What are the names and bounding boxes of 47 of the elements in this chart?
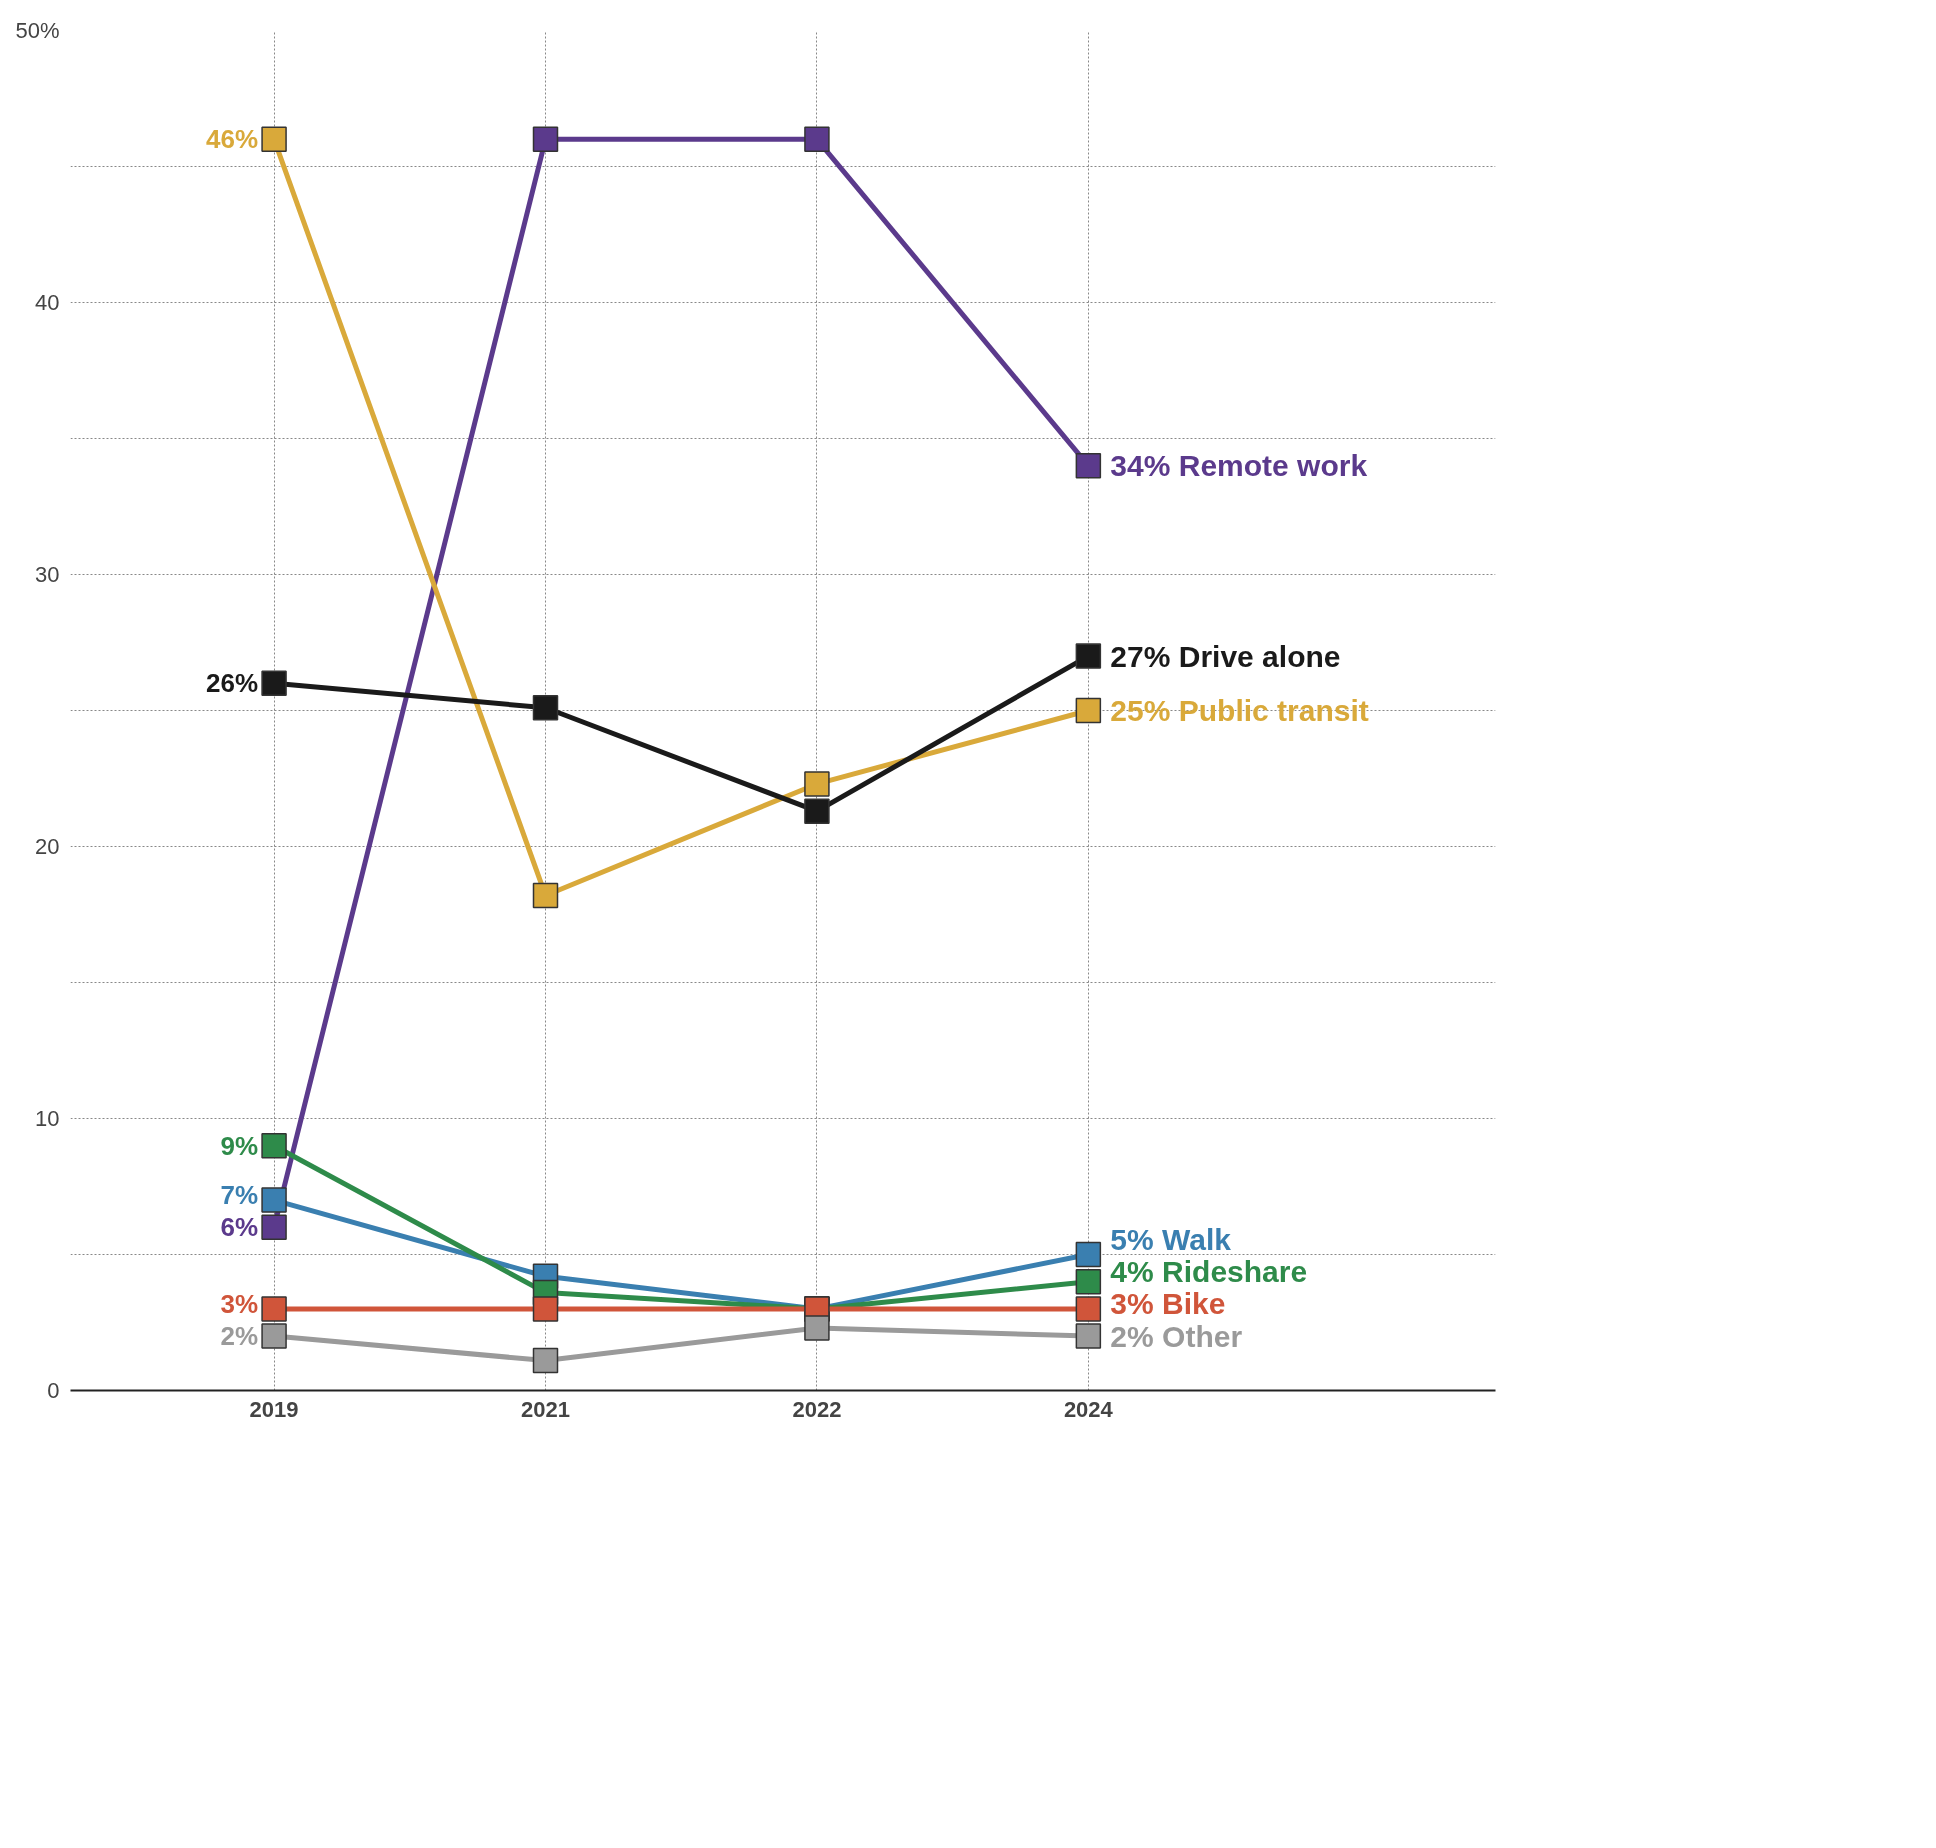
data-label: 26% [206,668,259,699]
text: 34% Remote work [1110,449,1368,483]
y-tick-label: 0 [47,1378,60,1403]
point [1075,1323,1102,1349]
y-tick-label: 10 [35,1106,60,1131]
point [261,1132,287,1159]
point [1075,1241,1102,1268]
x-tick-label: 2021 [521,1396,570,1422]
x-tick-label: 2022 [792,1396,842,1422]
point [804,798,830,824]
y-tick-label: 30 [35,562,60,587]
x-tick-label: 2019 [249,1396,299,1422]
point [261,126,287,153]
data-label: 2% [220,1321,259,1352]
point [532,1296,559,1322]
point [1075,452,1102,479]
data-label: 46% [206,124,259,155]
point [804,1315,830,1341]
point [1075,643,1102,669]
point [532,1347,559,1374]
data-label: 9% [220,1130,259,1161]
text: 27% Drive alone [1110,639,1341,673]
point [804,126,830,153]
point [261,1187,287,1213]
point [532,695,559,721]
point [804,771,830,797]
y-tick-label: 20 [35,834,60,859]
data-label: 3% [220,1288,259,1319]
text: 5% Walk [1110,1222,1231,1256]
y-tick-label: 50% [15,18,60,43]
point [261,1323,287,1349]
point [261,670,287,697]
point [1075,697,1102,724]
text: 3% Bike [1110,1287,1226,1321]
data-label: 6% [220,1212,259,1243]
point [1075,1296,1102,1322]
x-tick-label: 2024 [1063,1396,1114,1422]
point [1075,1268,1102,1295]
text: 25% Public transit [1110,694,1369,727]
text: 4% Rideshare [1110,1255,1308,1289]
y-tick-label: 40 [35,290,60,315]
point [532,882,559,909]
point [261,1214,287,1241]
point [261,1296,287,1322]
point [532,126,559,153]
text: 2% Other [1110,1319,1243,1353]
data-label: 7% [220,1180,259,1211]
